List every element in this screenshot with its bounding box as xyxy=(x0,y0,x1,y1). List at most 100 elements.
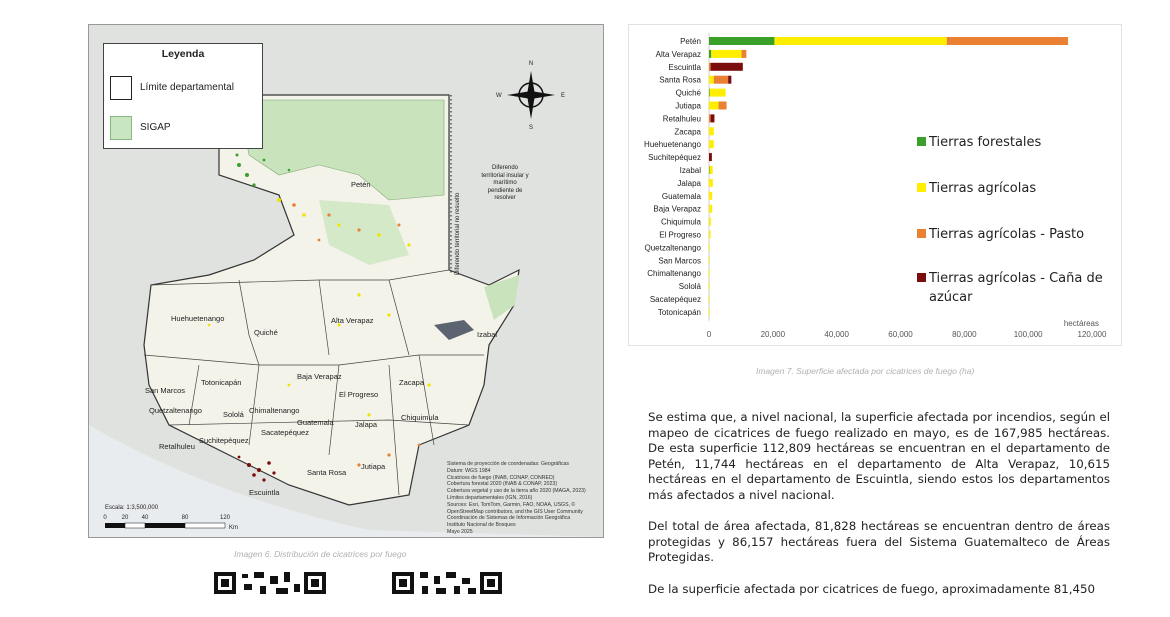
map-canvas: N S E W Petén Huehuetenango Quiché Alta … xyxy=(89,25,603,537)
bar-segment xyxy=(946,37,1069,45)
map-caption: Imagen 6. Distribución de cicatrices por… xyxy=(234,549,407,559)
fire-scar-dots xyxy=(207,153,431,482)
bar-segment xyxy=(709,101,719,110)
bar-segment xyxy=(709,166,710,174)
x-tick-label: 120,000 xyxy=(1078,330,1107,339)
map-source-note: Sistema de proyección de coordenadas: Ge… xyxy=(447,461,586,535)
bar-segment xyxy=(709,127,714,136)
dispute-line-label: Diferendo territorial no resuelto xyxy=(455,192,461,275)
category-label: Totonicapán xyxy=(658,308,701,317)
dept-label: Jutiapa xyxy=(361,462,386,471)
compass-n: N xyxy=(529,61,533,67)
x-tick-label: 0 xyxy=(707,330,712,339)
bar-segment xyxy=(709,307,710,316)
x-tick-label: 100,000 xyxy=(1014,330,1043,339)
category-label: Jutiapa xyxy=(675,102,701,111)
x-axis-label: hectáreas xyxy=(1064,319,1099,328)
bar-segment xyxy=(709,243,710,252)
x-tick-label: 20,000 xyxy=(761,330,786,339)
scale-tick: 120 xyxy=(220,515,231,521)
dept-label: El Progreso xyxy=(339,390,378,399)
dept-label: Huehuetenango xyxy=(171,314,224,323)
qr-code-icon[interactable] xyxy=(392,572,504,612)
bar-segment xyxy=(728,75,732,84)
dept-label: Chiquimula xyxy=(401,413,439,422)
category-label: Guatemala xyxy=(662,192,702,201)
bar-segment xyxy=(709,153,712,162)
compass-rose-icon xyxy=(507,71,555,119)
bar-segment xyxy=(709,88,710,97)
legend-swatch xyxy=(917,137,926,146)
bar-segment xyxy=(709,75,714,84)
dept-label: Sololá xyxy=(223,410,245,419)
dept-label: Izabal xyxy=(477,330,497,339)
category-label: Chiquimula xyxy=(661,218,702,227)
category-label: Quetzaltenango xyxy=(645,243,702,252)
category-label: Santa Rosa xyxy=(659,76,701,85)
category-label: El Progreso xyxy=(659,231,701,240)
bar-segment xyxy=(711,49,742,58)
legend-label: Tierras agrícolas - Pasto xyxy=(928,227,1084,242)
scale-label: Escala: 1:3,500,000 xyxy=(105,505,159,511)
scale-tick: 80 xyxy=(182,515,189,521)
legend-label: azúcar xyxy=(929,290,973,305)
bar-segment xyxy=(709,37,775,45)
compass-s: S xyxy=(529,125,533,131)
legend-label: Límite departamental xyxy=(140,82,234,93)
bar-segment xyxy=(709,140,714,149)
dispute-note: Diferendo territorial insular y marítimo… xyxy=(481,165,529,201)
bar-segment xyxy=(709,230,711,239)
qr-code-icon[interactable] xyxy=(214,572,326,612)
category-label: Zacapa xyxy=(674,127,701,136)
scale-tick: 40 xyxy=(142,515,149,521)
dept-label: Baja Verapaz xyxy=(297,372,342,381)
category-label: Quiché xyxy=(676,89,702,98)
dept-label: Suchitepéquez xyxy=(199,436,249,445)
chart-canvas: Petén Alta Verapaz Escuintla Santa Rosa Quic… xyxy=(644,33,1107,339)
dept-label: Totonicapán xyxy=(201,378,241,387)
legend-label: Tierras forestales xyxy=(928,135,1042,150)
dept-label: Sacatepéquez xyxy=(261,428,309,437)
category-label: Jalapa xyxy=(677,179,701,188)
legend-swatch xyxy=(110,76,132,100)
dept-label: Retalhuleu xyxy=(159,442,195,451)
dept-label: Zacapa xyxy=(399,378,425,387)
paragraph-2: Del total de área afectada, 81,828 hectá… xyxy=(648,519,1110,565)
category-label: Huehuetenango xyxy=(644,140,701,149)
dept-label: Guatemala xyxy=(297,418,335,427)
paragraph-3: De la superficie afectada por cicatrices… xyxy=(648,582,1095,596)
legend-title: Leyenda xyxy=(161,48,205,60)
guatemala-territory xyxy=(143,94,520,506)
map-legend: Leyenda Límite departamental SIGAP xyxy=(103,43,263,149)
department-labels: Petén Huehuetenango Quiché Alta Verapaz … xyxy=(145,180,497,497)
x-tick-label: 80,000 xyxy=(952,330,977,339)
dept-label: Petén xyxy=(351,180,371,189)
category-label: Suchitepéquez xyxy=(648,153,701,162)
scale-tick: 0 xyxy=(103,515,107,521)
legend-swatch xyxy=(917,183,926,192)
legend-item-department-boundary: Límite departamental xyxy=(110,76,234,100)
category-label: Baja Verapaz xyxy=(653,205,701,214)
bar-segment xyxy=(709,295,710,303)
bar-segment xyxy=(709,49,712,58)
bar-segment xyxy=(709,62,711,71)
dept-label: Quetzaltenango xyxy=(149,406,202,415)
dept-label: Escuintla xyxy=(249,488,280,497)
x-tick-label: 40,000 xyxy=(824,330,849,339)
dept-label: Jalapa xyxy=(355,420,378,429)
category-label: Escuintla xyxy=(669,63,702,72)
dept-label: Santa Rosa xyxy=(307,468,347,477)
category-label: San Marcos xyxy=(658,256,701,265)
bar-segment xyxy=(718,101,727,110)
legend-label: Tierras agrícolas - Caña de xyxy=(928,271,1103,286)
bar-segment xyxy=(709,88,726,97)
scale-tick: 20 xyxy=(122,515,129,521)
category-label: Izabal xyxy=(680,166,702,175)
legend-label: Tierras agrícolas xyxy=(928,181,1036,196)
bar-segment xyxy=(709,256,710,265)
category-label: Petén xyxy=(680,37,701,46)
dept-label: Quiché xyxy=(254,328,278,337)
legend-swatch xyxy=(917,229,926,238)
legend-item-sigap: SIGAP xyxy=(110,116,171,140)
bar-segment xyxy=(709,217,711,226)
